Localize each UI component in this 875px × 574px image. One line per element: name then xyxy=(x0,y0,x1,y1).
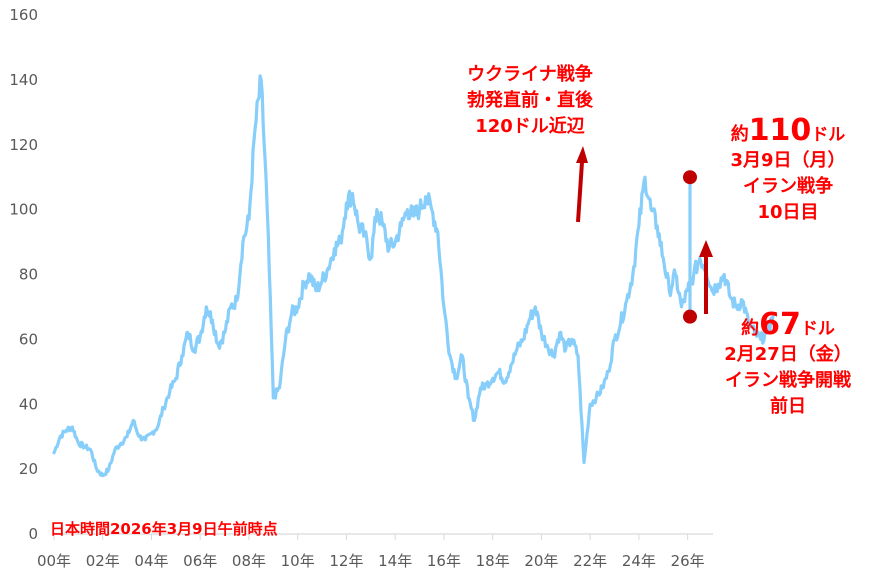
annotation-ukraine-war: ウクライナ戦争 勃発直前・直後 120ドル近辺 xyxy=(440,62,620,140)
annotation-ukraine-line1: ウクライナ戦争 xyxy=(467,64,593,85)
y-tick-label: 60 xyxy=(19,330,38,348)
x-tick-label: 08年 xyxy=(232,552,266,570)
y-tick-label: 40 xyxy=(19,395,38,413)
annotation-prewar-prefix: 約 xyxy=(741,318,760,339)
price-series-line xyxy=(52,74,775,478)
marker-prewar-67[interactable] xyxy=(683,309,697,324)
x-tick-label: 04年 xyxy=(134,552,168,570)
annotation-prewar-price: 約67ドル 2月27日（金） イラン戦争開戦 前日 xyxy=(708,310,868,420)
y-tick-label: 80 xyxy=(19,266,38,284)
y-tick-label: 160 xyxy=(9,6,38,24)
y-tick-label: 0 xyxy=(28,525,38,543)
annotation-prewar-value: 67 xyxy=(759,307,801,342)
annotation-latest-price: 約110ドル 3月9日（月） イラン戦争 10日目 xyxy=(708,116,868,226)
annotation-latest-day: 10日目 xyxy=(757,202,819,223)
x-tick-label: 20年 xyxy=(524,552,558,570)
marker-latest-110[interactable] xyxy=(683,170,697,185)
x-axis-labels: 00年 02年 04年 06年 08年 10年 12年 14年 16年 18年 20年 22年 24年 2… xyxy=(37,552,705,570)
annotation-prewar-event: イラン戦争開戦 xyxy=(725,370,851,391)
x-tick-label: 02年 xyxy=(86,552,120,570)
x-tick-label: 00年 xyxy=(37,552,71,570)
x-tick-label: 06年 xyxy=(183,552,217,570)
x-tick-label: 16年 xyxy=(427,552,461,570)
y-tick-label: 120 xyxy=(9,136,38,154)
y-tick-label: 20 xyxy=(19,460,38,478)
annotation-prewar-value-line: 約67ドル xyxy=(708,310,868,342)
arrow-ukraine-icon xyxy=(576,146,588,223)
annotation-latest-date: 3月9日（月） xyxy=(730,150,846,171)
arrow-up-icon xyxy=(699,240,713,314)
x-tick-label: 18年 xyxy=(476,552,510,570)
annotation-latest-value-line: 約110ドル xyxy=(708,116,868,148)
x-tick-label: 12年 xyxy=(329,552,363,570)
annotation-prewar-unit: ドル xyxy=(800,319,835,339)
as-of-timestamp: 日本時間2026年3月9日午前時点 xyxy=(50,520,278,538)
x-tick-label: 14年 xyxy=(378,552,412,570)
annotation-latest-unit: ドル xyxy=(811,125,846,145)
y-axis-labels: 0 20 40 60 80 100 120 140 160 xyxy=(9,6,38,543)
annotation-latest-prefix: 約 xyxy=(730,124,749,145)
annotation-ukraine-line2: 勃発直前・直後 xyxy=(467,90,593,111)
annotation-latest-event: イラン戦争 xyxy=(743,176,833,197)
y-tick-label: 100 xyxy=(9,201,38,219)
x-tick-label: 10年 xyxy=(281,552,315,570)
annotation-latest-value: 110 xyxy=(748,113,812,148)
x-tick-label: 22年 xyxy=(573,552,607,570)
y-tick-label: 140 xyxy=(9,71,38,89)
annotation-ukraine-line3: 120ドル近辺 xyxy=(475,116,585,137)
x-tick-label: 24年 xyxy=(622,552,656,570)
x-tick-label: 26年 xyxy=(671,552,705,570)
annotation-prewar-date: 2月27日（金） xyxy=(724,344,852,365)
x-axis-ticks xyxy=(53,534,689,540)
annotation-prewar-day: 前日 xyxy=(770,396,806,417)
